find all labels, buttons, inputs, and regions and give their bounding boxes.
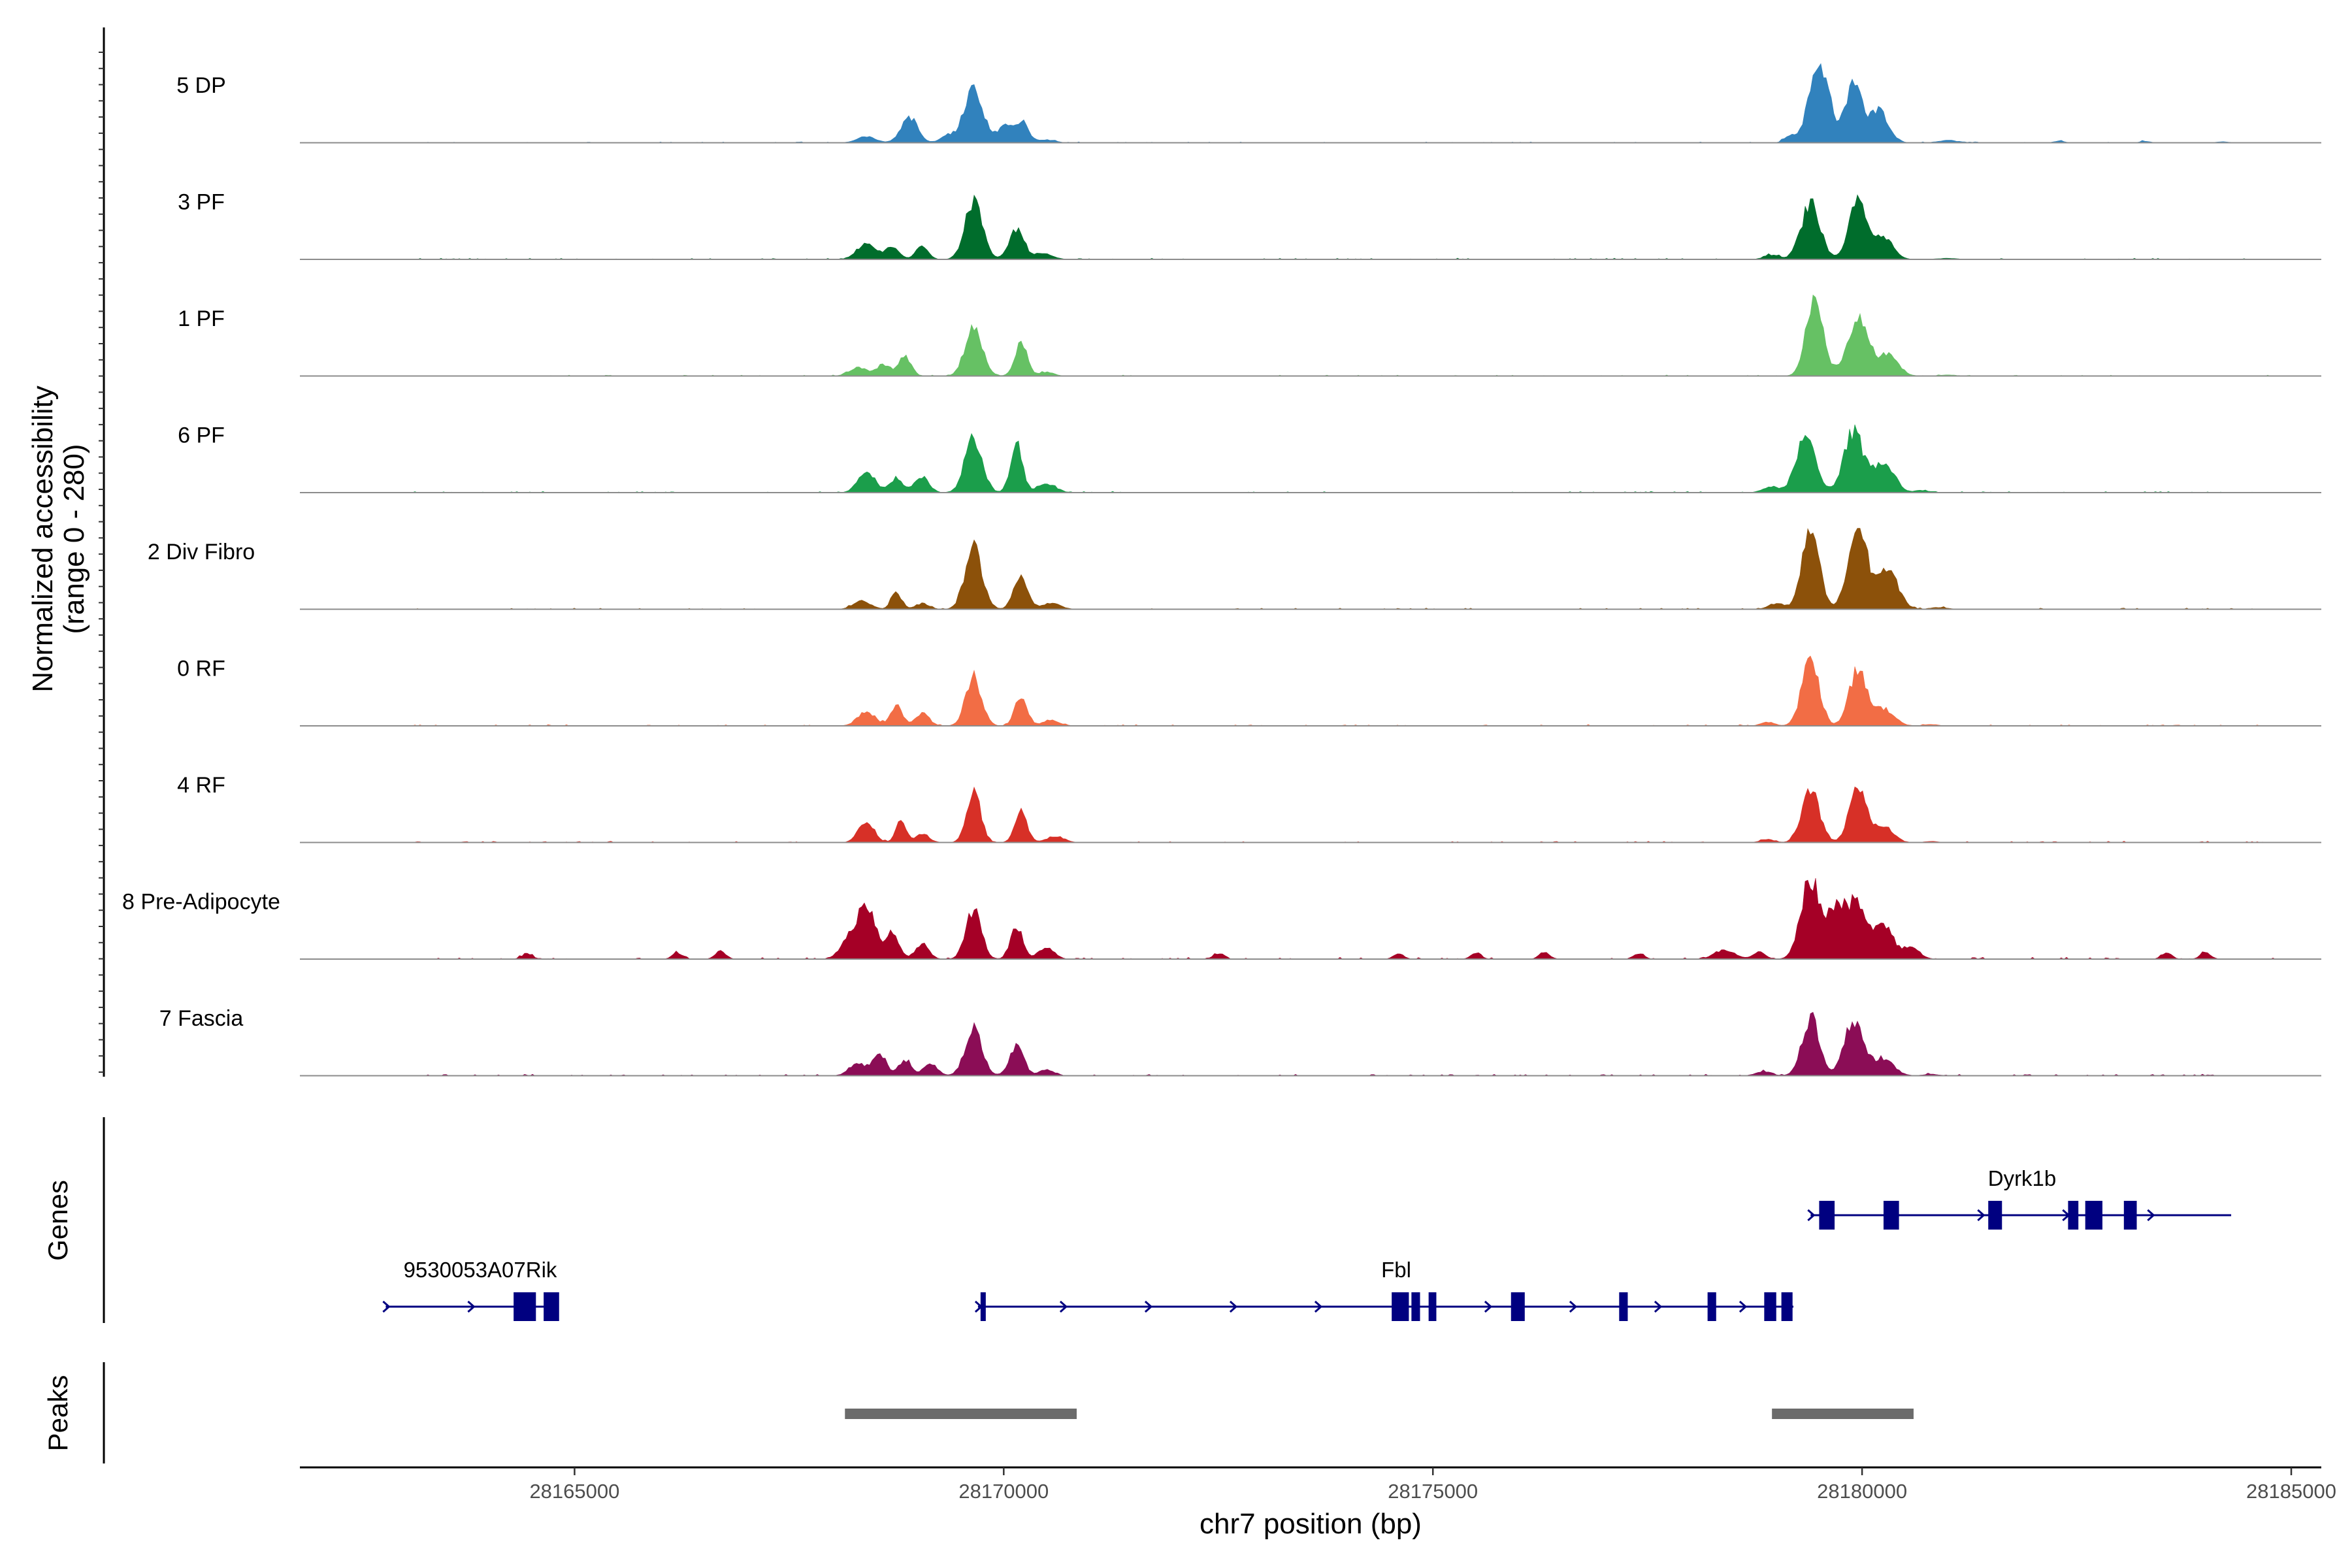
strand-arrow (1807, 1209, 1816, 1222)
gene-label: Fbl (1381, 1258, 1411, 1282)
track-6-pf: 6 PF (178, 423, 2321, 493)
track-3-pf: 3 PF (178, 190, 2321, 260)
y-axis-title-line2: (range 0 - 280) (58, 444, 90, 634)
track-label: 8 Pre-Adipocyte (122, 890, 280, 915)
gene-9530053a07rik: 9530053A07Rik (382, 1258, 559, 1321)
track-4-rf: 4 RF (177, 773, 2321, 843)
gene-label: Dyrk1b (1988, 1166, 2057, 1190)
exon-block (1988, 1201, 2002, 1230)
track-label: 3 PF (178, 190, 225, 215)
exon-block (2123, 1201, 2137, 1230)
strand-arrow (1229, 1300, 1238, 1313)
strand-arrow (1654, 1300, 1663, 1313)
exon-block (544, 1292, 559, 1321)
track-7-fascia: 7 Fascia (159, 1006, 2321, 1077)
strand-arrow (1144, 1300, 1153, 1313)
track-label: 4 RF (177, 773, 225, 798)
x-tick-label: 28170000 (958, 1480, 1049, 1503)
exon-block (1411, 1292, 1420, 1321)
exon-block (980, 1292, 986, 1321)
track-0-rf: 0 RF (177, 655, 2321, 727)
exon-block (1511, 1292, 1525, 1321)
track-8-pre-adipocyte: 8 Pre-Adipocyte (122, 877, 2321, 960)
exon-block (1619, 1292, 1628, 1321)
x-axis-ticks: 28165000 28170000 28175000 28180000 28185000 (529, 1467, 2336, 1503)
exon-block (1428, 1292, 1437, 1321)
track-label: 6 PF (178, 423, 225, 448)
exon-block (514, 1292, 536, 1321)
strand-arrow (2147, 1209, 2155, 1222)
exon-block (1707, 1292, 1716, 1321)
y-axis-title-line1: Normalized accessibility (27, 385, 59, 692)
track-label: 7 Fascia (159, 1006, 244, 1031)
gene-dyrk1b: Dyrk1b (1807, 1166, 2232, 1230)
exon-block (1392, 1292, 1409, 1321)
strand-arrow (1314, 1300, 1323, 1313)
gene-label: 9530053A07Rik (404, 1258, 557, 1282)
track-label: 2 Div Fibro (148, 540, 255, 564)
track-label: 0 RF (177, 657, 225, 681)
strand-arrow (1059, 1300, 1068, 1313)
genes-panel-label: Genes (42, 1180, 73, 1261)
x-tick-label: 28165000 (529, 1480, 619, 1503)
strand-arrow (1484, 1300, 1493, 1313)
peak-regions (845, 1409, 1914, 1419)
strand-arrow (382, 1300, 391, 1313)
exon-block (2085, 1201, 2102, 1230)
peak-region-bar (845, 1409, 1077, 1419)
exon-block (1764, 1292, 1776, 1321)
track-label: 5 DP (176, 73, 226, 98)
strand-arrow (467, 1300, 476, 1313)
exon-block (1781, 1292, 1793, 1321)
coverage-tracks: 5 DP 3 PF 1 PF 6 PF 2 Div Fibro 0 RF 4 RF 8 Pre… (122, 63, 2321, 1077)
gene-annotations: Dyrk1b 9530053A07Rik Fbl (382, 1166, 2232, 1321)
strand-arrow (1739, 1300, 1748, 1313)
track-label: 1 PF (178, 306, 225, 331)
x-tick-label: 28180000 (1817, 1480, 1907, 1503)
peaks-panel-label: Peaks (42, 1375, 73, 1452)
x-tick-label: 28175000 (1388, 1480, 1478, 1503)
peak-region-bar (1772, 1409, 1914, 1419)
x-tick-label: 28185000 (2246, 1480, 2336, 1503)
coverage-y-axis (99, 27, 105, 1077)
x-axis-title: chr7 position (bp) (1200, 1508, 1422, 1540)
track-2-div-fibro: 2 Div Fibro (148, 528, 2321, 610)
exon-block (1819, 1201, 1835, 1230)
gene-fbl: Fbl (974, 1258, 1794, 1321)
track-1-pf: 1 PF (178, 294, 2321, 377)
strand-arrow (1977, 1209, 1985, 1222)
exon-block (2068, 1201, 2079, 1230)
strand-arrow (1569, 1300, 1578, 1313)
exon-block (1883, 1201, 1899, 1230)
track-5-dp: 5 DP (176, 63, 2321, 144)
